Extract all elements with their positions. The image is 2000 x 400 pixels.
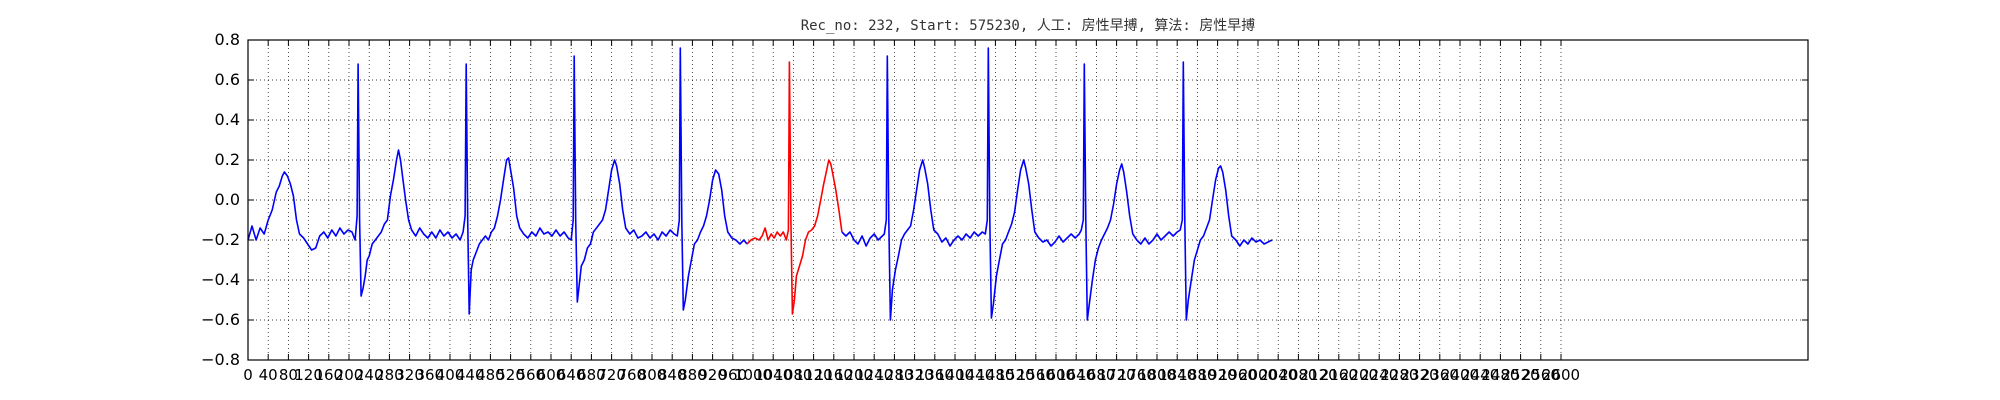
ecg-traces <box>247 47 1273 321</box>
x-tick-label: 2080 <box>1279 366 1317 384</box>
x-tick-label: 640 <box>557 366 586 384</box>
x-tick-label: 0 <box>243 366 253 384</box>
x-tick-label: 840 <box>658 366 687 384</box>
x-tick-label: 1400 <box>936 366 974 384</box>
y-tick-label: −0.6 <box>201 310 240 329</box>
x-tick-label: 1680 <box>1077 366 1115 384</box>
y-tick-label: −0.4 <box>201 270 240 289</box>
y-tick-label: −0.8 <box>201 350 240 369</box>
x-tick-label: 1800 <box>1138 366 1176 384</box>
y-tick-label: −0.2 <box>201 230 240 249</box>
y-tick-label: 0.2 <box>215 150 240 169</box>
y-tick-label: 0.0 <box>215 190 240 209</box>
ecg-series-3 <box>841 47 1273 321</box>
x-tick-label: 2120 <box>1300 366 1338 384</box>
x-tick-label: 1960 <box>1219 366 1257 384</box>
x-tick-label: 2480 <box>1481 366 1519 384</box>
x-tick-label: 680 <box>577 366 606 384</box>
ecg-series-1 <box>247 47 748 315</box>
x-tick-label: 1080 <box>774 366 812 384</box>
x-tick-label: 320 <box>395 366 424 384</box>
x-tick-label: 2360 <box>1421 366 1459 384</box>
x-tick-label: 2200 <box>1340 366 1378 384</box>
x-tick-label: 280 <box>375 366 404 384</box>
x-tick-label: 2600 <box>1542 366 1580 384</box>
x-tick-label: 880 <box>678 366 707 384</box>
x-tick-label: 960 <box>718 366 747 384</box>
x-tick-label: 560 <box>516 366 545 384</box>
x-tick-label: 2160 <box>1320 366 1358 384</box>
x-tick-label: 1200 <box>835 366 873 384</box>
x-tick-label: 600 <box>537 366 566 384</box>
y-tick-label: 0.4 <box>215 110 240 129</box>
x-tick-label: 920 <box>698 366 727 384</box>
x-tick-label: 1600 <box>1037 366 1075 384</box>
x-tick-label: 800 <box>638 366 667 384</box>
x-tick-label: 400 <box>436 366 465 384</box>
x-tick-label: 2560 <box>1522 366 1560 384</box>
grid <box>248 40 1808 360</box>
x-tick-label: 1720 <box>1098 366 1136 384</box>
x-tick-label: 1840 <box>1158 366 1196 384</box>
x-tick-label: 1760 <box>1118 366 1156 384</box>
x-tick-label: 1240 <box>855 366 893 384</box>
y-axis: −0.8 −0.6 −0.4 −0.2 0.0 0.2 0.4 0.6 0.8 <box>201 30 1808 369</box>
x-tick-label: 360 <box>415 366 444 384</box>
x-tick-label: 1360 <box>916 366 954 384</box>
x-tick-label: 40 <box>259 366 278 384</box>
x-tick-label: 1320 <box>896 366 934 384</box>
x-tick-label: 160 <box>314 366 343 384</box>
x-tick-label: 240 <box>355 366 384 384</box>
x-tick-label: 760 <box>617 366 646 384</box>
x-tick-label: 2240 <box>1360 366 1398 384</box>
x-tick-label: 1000 <box>734 366 772 384</box>
chart-title: Rec_no: 232, Start: 575230, 人工: 房性早搏, 算法… <box>801 17 1256 34</box>
x-tick-label: 520 <box>496 366 525 384</box>
x-tick-label: 1440 <box>956 366 994 384</box>
x-tick-label: 1120 <box>795 366 833 384</box>
x-tick-label: 200 <box>335 366 364 384</box>
x-tick-label: 720 <box>597 366 626 384</box>
x-tick-label: 120 <box>294 366 323 384</box>
x-tick-label: 440 <box>456 366 485 384</box>
ecg-series-2 <box>746 61 843 315</box>
x-tick-label: 2400 <box>1441 366 1479 384</box>
x-tick-label: 2440 <box>1461 366 1499 384</box>
x-tick-label: 1640 <box>1057 366 1095 384</box>
x-axis: 0 40 8012016020024028032036040044048052056… <box>243 40 1580 384</box>
x-tick-label: 1560 <box>1017 366 1055 384</box>
x-tick-label: 2000 <box>1239 366 1277 384</box>
x-tick-label: 1880 <box>1178 366 1216 384</box>
y-tick-label: 0.8 <box>215 30 240 49</box>
x-tick-label: 2320 <box>1401 366 1439 384</box>
x-tick-label: 2280 <box>1380 366 1418 384</box>
x-tick-label: 2520 <box>1502 366 1540 384</box>
x-tick-label: 1920 <box>1199 366 1237 384</box>
x-tick-label: 80 <box>279 366 298 384</box>
x-tick-label: 1480 <box>976 366 1014 384</box>
x-tick-label: 1160 <box>815 366 853 384</box>
x-tick-label: 2040 <box>1259 366 1297 384</box>
x-tick-label: 480 <box>476 366 505 384</box>
x-tick-label: 1520 <box>997 366 1035 384</box>
x-tick-label: 1040 <box>754 366 792 384</box>
y-tick-label: 0.6 <box>215 70 240 89</box>
x-tick-label: 1280 <box>875 366 913 384</box>
